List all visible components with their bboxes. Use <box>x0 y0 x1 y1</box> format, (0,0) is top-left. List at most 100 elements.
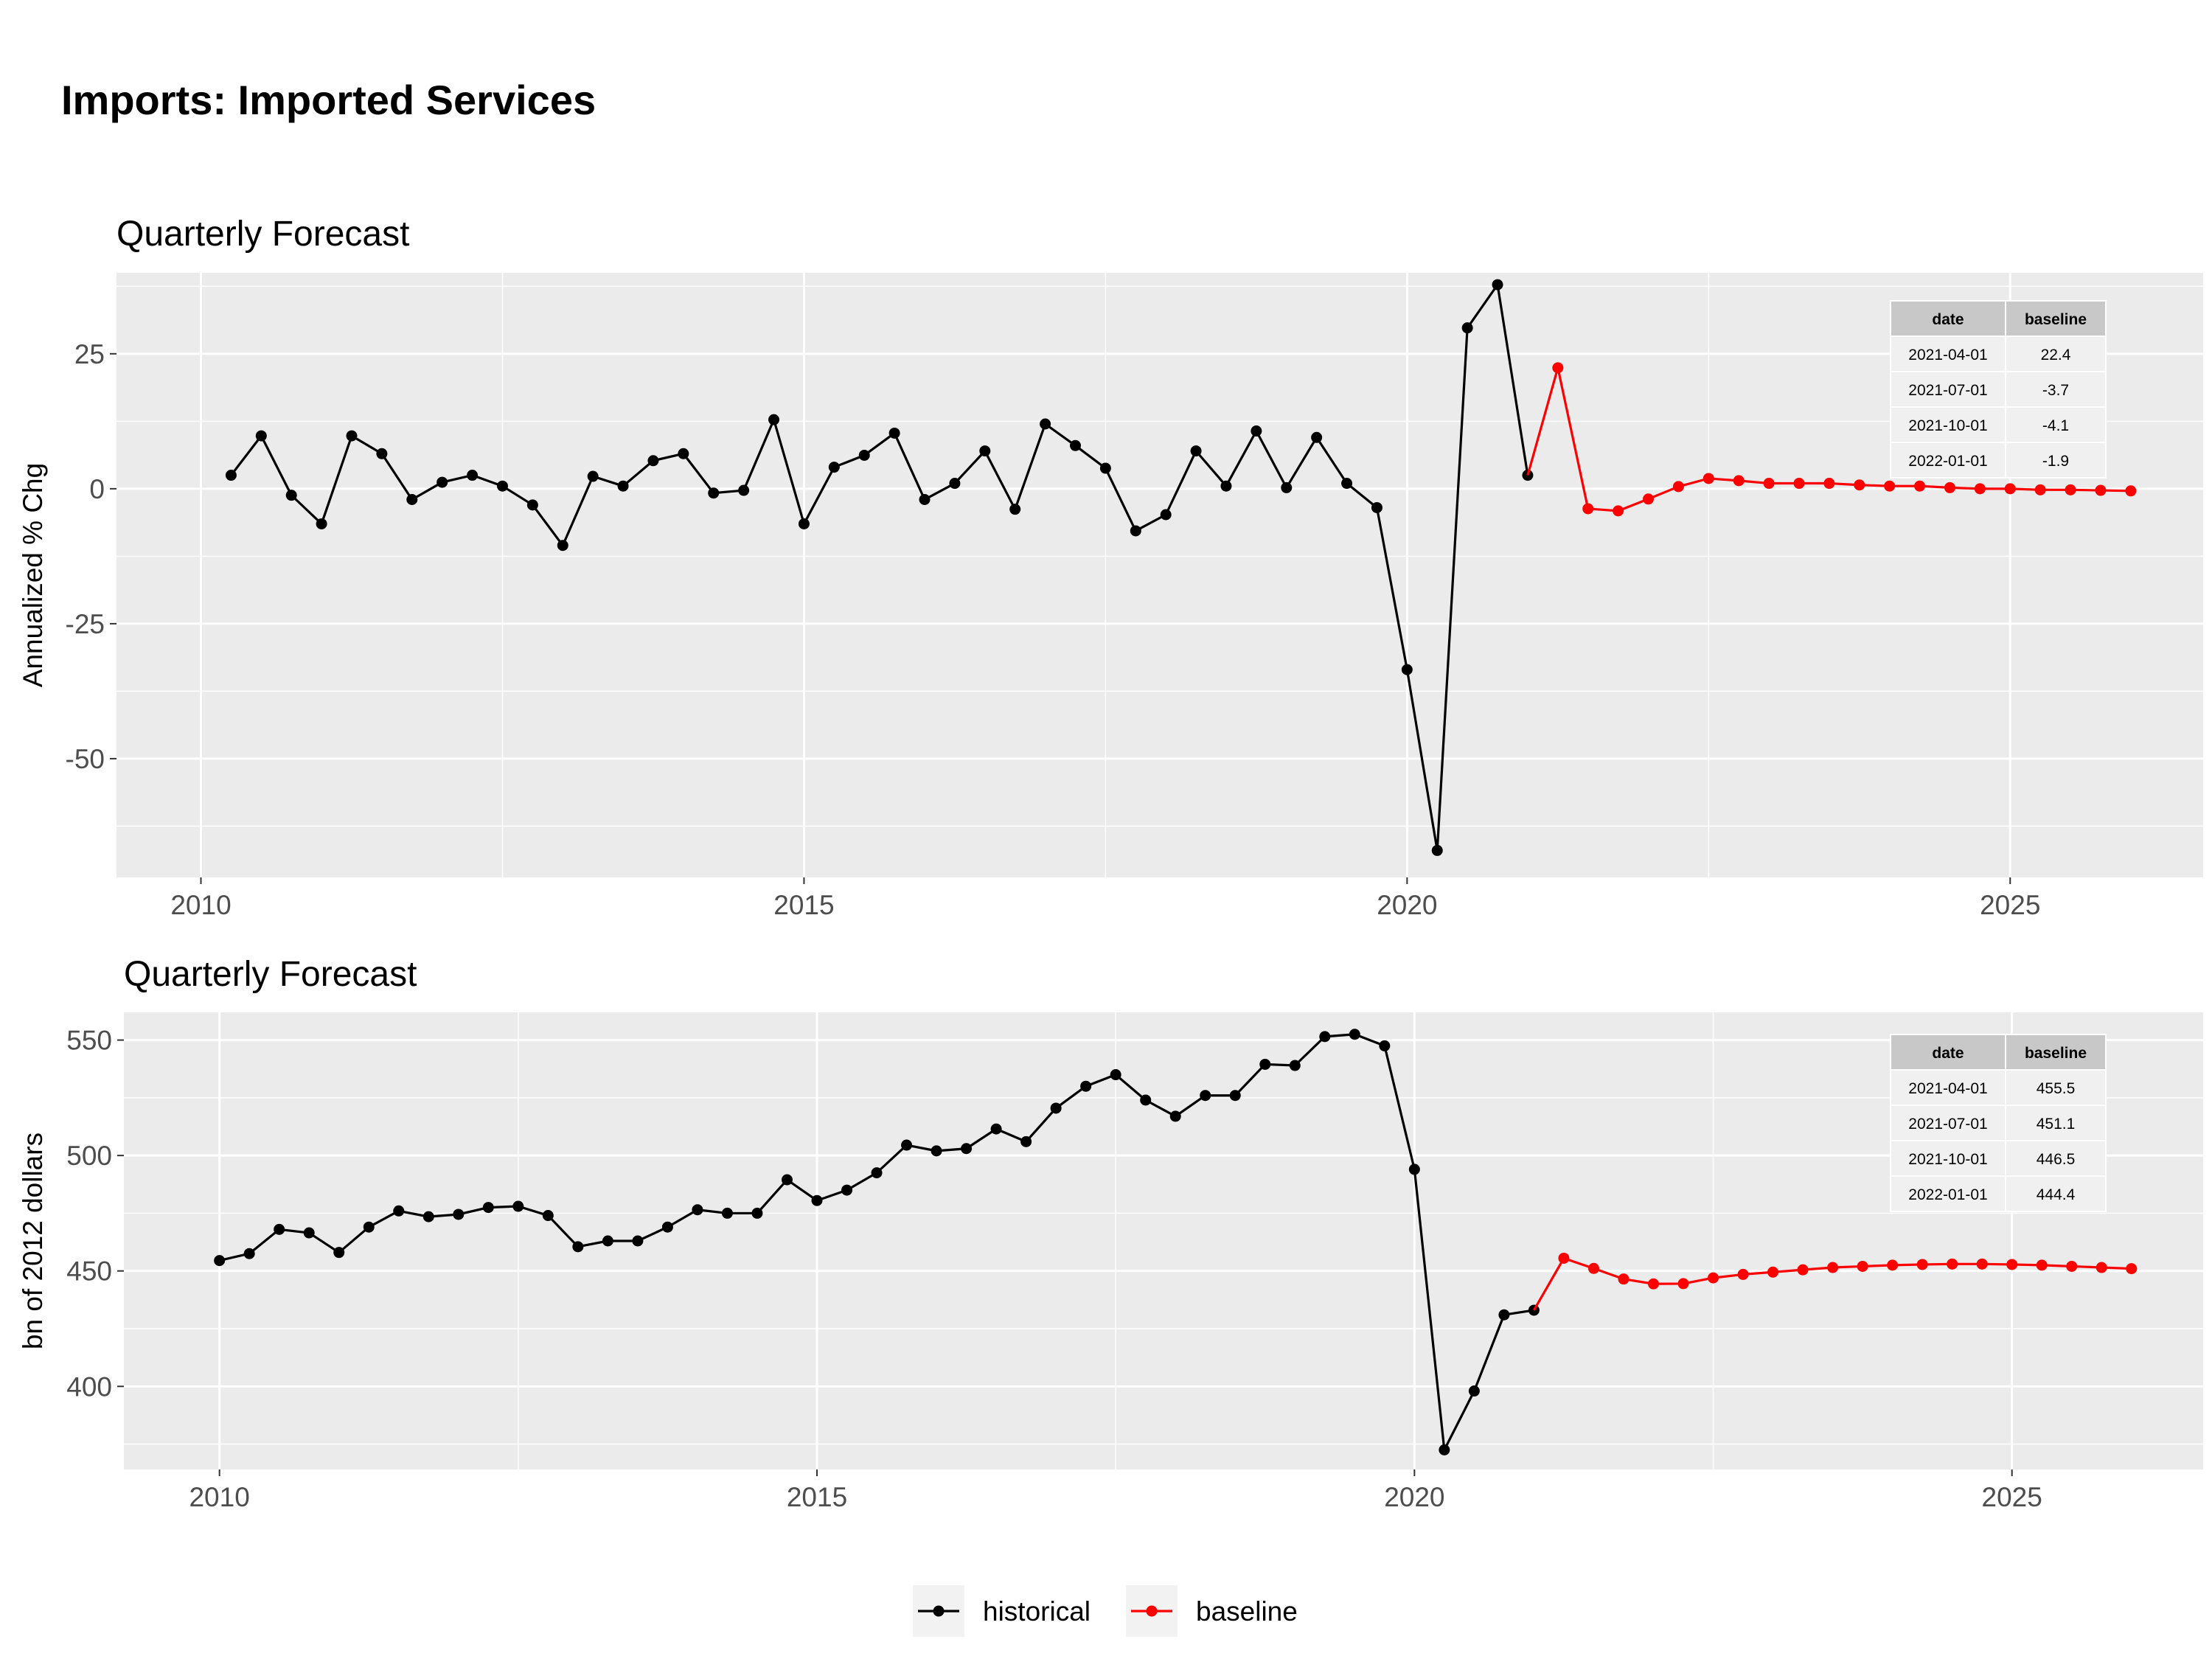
table-header-cell <box>2005 1034 2107 1071</box>
data-point-historical <box>949 478 961 490</box>
data-point-baseline <box>1613 505 1624 517</box>
data-point-historical <box>1069 439 1081 451</box>
data-point-historical <box>1319 1031 1331 1043</box>
y-tick-label: 500 <box>66 1141 112 1171</box>
data-point-historical <box>542 1210 554 1222</box>
data-point-historical <box>393 1205 405 1217</box>
table-date: 2022-01-01 <box>1908 453 1987 470</box>
data-point-historical <box>1229 1090 1241 1102</box>
plot-panel <box>124 1012 2203 1470</box>
data-point-historical <box>617 480 629 492</box>
data-point-baseline <box>1793 478 1805 490</box>
data-point-baseline <box>1947 1258 1958 1270</box>
data-point-baseline <box>1797 1264 1809 1276</box>
plot-panel <box>116 273 2203 877</box>
panel-title: Quarterly Forecast <box>116 215 409 254</box>
data-point-historical <box>901 1139 913 1151</box>
data-point-historical <box>255 430 267 442</box>
data-point-historical <box>346 430 358 442</box>
data-point-historical <box>1431 844 1443 856</box>
data-point-historical <box>333 1247 345 1259</box>
data-point-historical <box>1492 279 1503 291</box>
x-tick-label: 2010 <box>170 890 231 920</box>
data-point-historical <box>363 1221 375 1233</box>
data-point-historical <box>979 445 991 457</box>
legend: historical baseline <box>913 1585 1298 1637</box>
data-point-historical <box>1379 1040 1391 1051</box>
data-point-baseline <box>1914 480 1926 492</box>
data-point-baseline <box>1823 478 1835 490</box>
panel-1: 2010 2015 2020 2025 -50 -25 0 25 Quarterly Forec… <box>18 215 2203 920</box>
data-point-historical <box>285 490 297 501</box>
table-value: 444.4 <box>2037 1186 2076 1203</box>
data-point-historical <box>798 518 810 529</box>
data-point-historical <box>781 1174 793 1186</box>
data-point-baseline <box>2096 1262 2107 1273</box>
table-cell <box>1890 1069 2006 1106</box>
data-point-historical <box>243 1248 255 1259</box>
y-axis-label: bn of 2012 dollars <box>18 1133 48 1349</box>
panel-2: 2010 2015 2020 2025 400 450 500 550 Quarterly Fo… <box>18 955 2203 1512</box>
table-header-cell <box>1890 300 2006 337</box>
y-tick-label: 400 <box>66 1371 112 1402</box>
main-title: Imports: Imported Services <box>61 77 596 123</box>
data-point-historical <box>1349 1029 1360 1040</box>
data-point-historical <box>990 1123 1002 1135</box>
data-point-baseline <box>1708 1272 1719 1284</box>
table-header-cell <box>2005 300 2107 337</box>
legend-point-baseline <box>1146 1605 1158 1617</box>
data-point-baseline <box>2125 485 2137 497</box>
legend-point-historical <box>933 1605 945 1617</box>
data-point-historical <box>919 494 931 505</box>
data-point-historical <box>1259 1058 1271 1070</box>
table-header-baseline: baseline <box>2025 1045 2087 1062</box>
data-point-baseline <box>1677 1278 1689 1290</box>
table-header-baseline: baseline <box>2025 311 2087 328</box>
series-layer <box>225 279 2137 856</box>
data-point-baseline <box>1854 479 1865 491</box>
table-value: 451.1 <box>2037 1116 2076 1133</box>
y-axis-label: Annualized % Chg <box>18 463 48 687</box>
table-cell <box>2005 1175 2107 1212</box>
data-point-historical <box>422 1211 434 1222</box>
data-point-historical <box>1289 1060 1301 1071</box>
data-point-baseline <box>1737 1268 1749 1280</box>
data-point-historical <box>841 1184 853 1196</box>
y-tick-label: 0 <box>89 474 105 504</box>
data-point-historical <box>1311 431 1323 443</box>
data-point-historical <box>1371 501 1382 513</box>
data-point-baseline <box>1976 1258 1988 1270</box>
data-point-historical <box>1080 1080 1092 1092</box>
data-point-historical <box>214 1255 226 1267</box>
data-point-baseline <box>2004 483 2016 495</box>
table-cell <box>2005 335 2107 372</box>
data-point-baseline <box>1647 1278 1659 1290</box>
y-tick-label: -50 <box>66 744 105 774</box>
table-cell <box>2005 406 2107 443</box>
x-tick-label: 2020 <box>1377 890 1437 920</box>
data-point-historical <box>274 1223 285 1235</box>
table-header-date: date <box>1932 311 1964 328</box>
data-point-historical <box>1200 1090 1211 1102</box>
table-date: 2021-10-01 <box>1908 1151 1987 1168</box>
data-point-baseline <box>1552 362 1564 374</box>
data-point-historical <box>557 540 568 552</box>
data-point-baseline <box>2066 1260 2078 1272</box>
data-point-baseline <box>1672 481 1684 493</box>
data-point-historical <box>1498 1309 1510 1321</box>
y-tick-label: 550 <box>66 1026 112 1056</box>
data-point-historical <box>751 1207 763 1219</box>
y-tick-label: -25 <box>66 609 105 639</box>
data-point-historical <box>692 1204 703 1216</box>
data-point-historical <box>708 487 720 499</box>
data-point-historical <box>406 494 418 505</box>
data-point-historical <box>871 1167 883 1179</box>
x-tick-label: 2015 <box>787 1482 847 1512</box>
data-point-baseline <box>1884 480 1896 492</box>
data-point-historical <box>961 1143 973 1155</box>
table-cell <box>2005 1105 2107 1141</box>
data-point-historical <box>1140 1094 1152 1106</box>
table-cell <box>1890 1140 2006 1177</box>
data-point-baseline <box>1916 1259 1928 1270</box>
